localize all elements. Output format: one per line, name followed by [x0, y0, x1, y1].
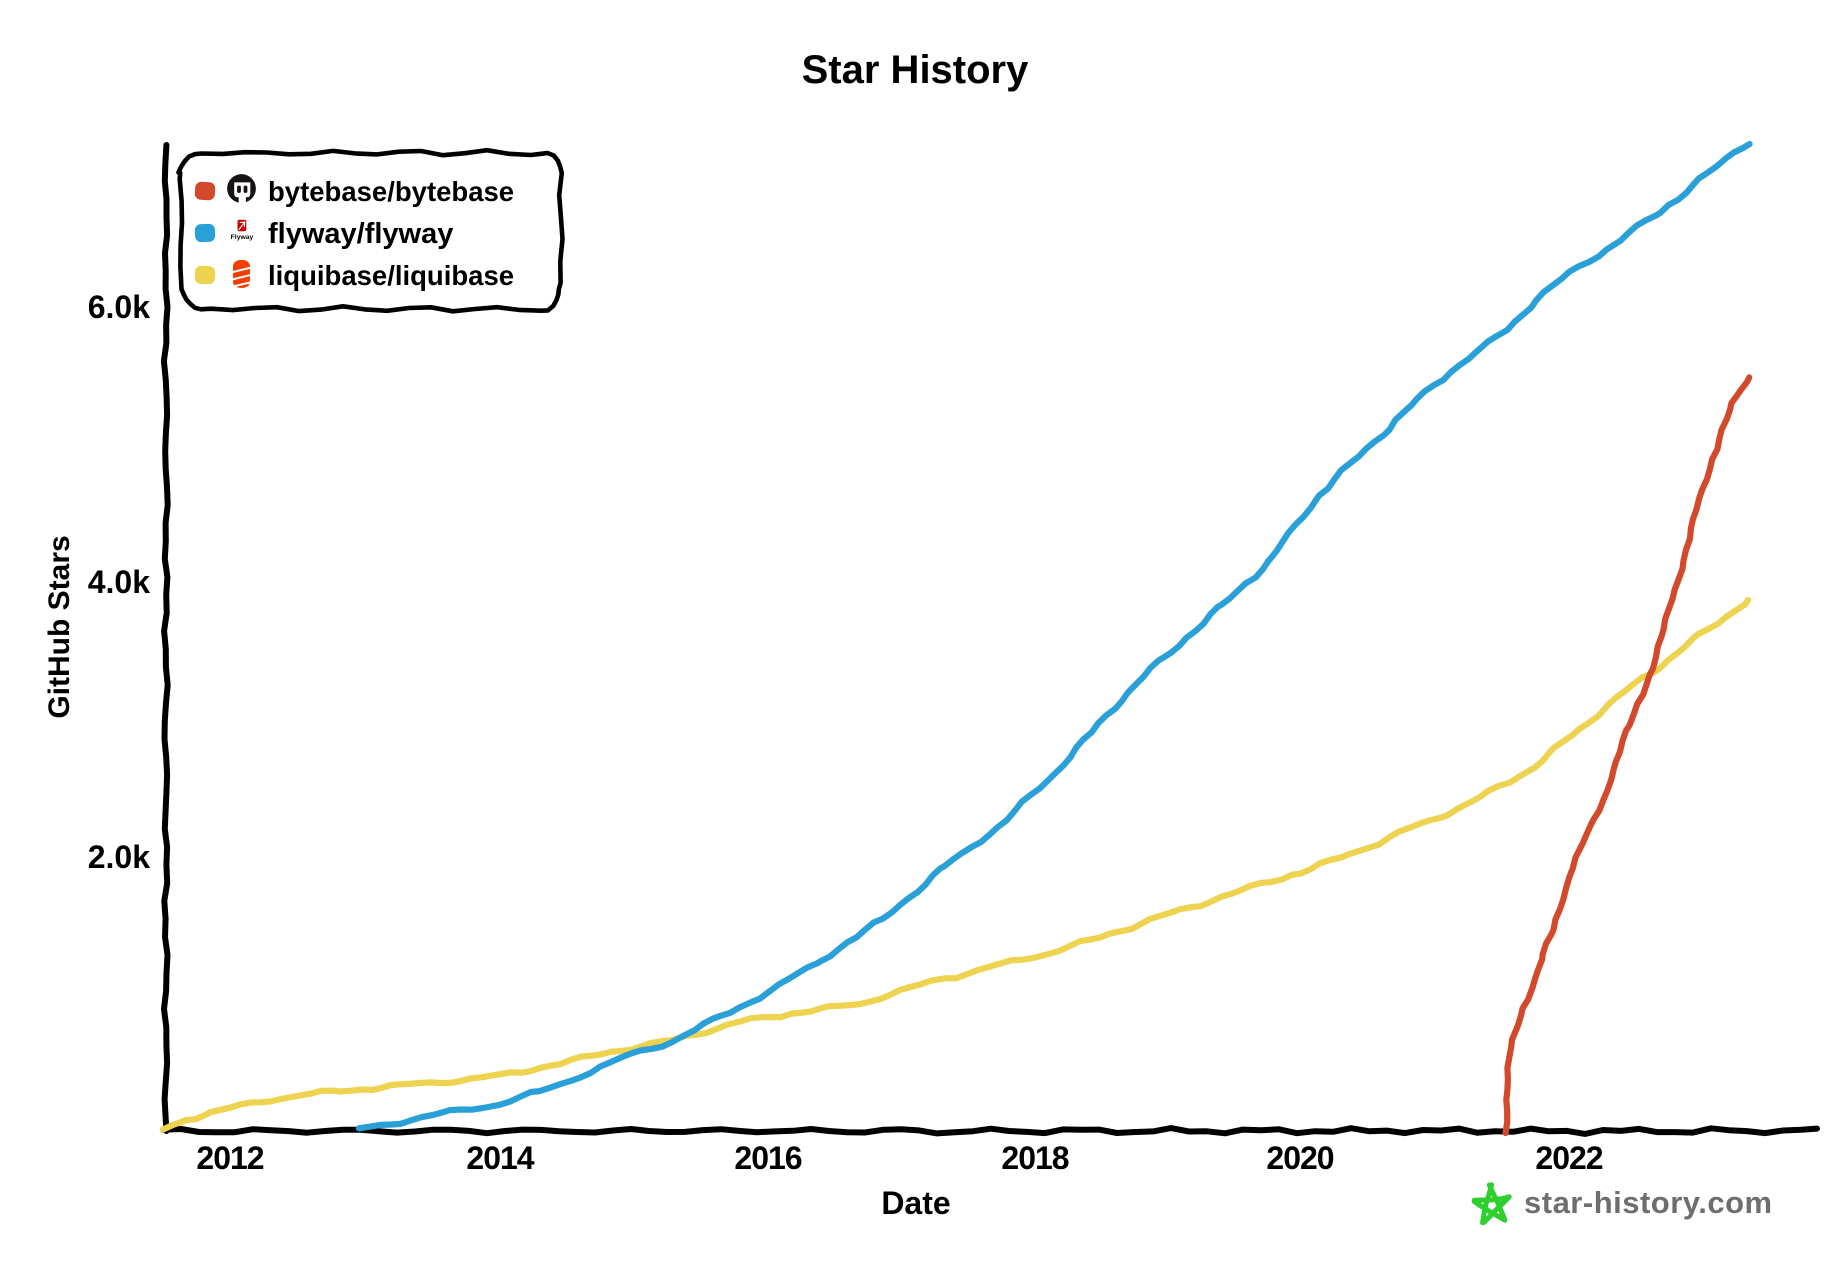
svg-text:Flyway: Flyway: [231, 234, 254, 241]
svg-text:flyway/flyway: flyway/flyway: [268, 218, 453, 250]
svg-text:star-history.com: star-history.com: [1524, 1185, 1773, 1220]
svg-text:Star History: Star History: [802, 48, 1029, 92]
svg-text:2012: 2012: [196, 1140, 263, 1176]
svg-text:4.0k: 4.0k: [88, 564, 150, 600]
svg-text:bytebase/bytebase: bytebase/bytebase: [268, 176, 514, 207]
svg-text:2018: 2018: [1001, 1140, 1068, 1176]
svg-text:6.0k: 6.0k: [88, 289, 150, 325]
svg-text:liquibase/liquibase: liquibase/liquibase: [268, 260, 514, 291]
svg-text:2014: 2014: [466, 1140, 534, 1176]
svg-text:2020: 2020: [1266, 1140, 1333, 1176]
svg-text:Date: Date: [881, 1185, 950, 1221]
svg-text:2016: 2016: [734, 1140, 801, 1176]
svg-text:2.0k: 2.0k: [88, 839, 150, 875]
svg-text:2022: 2022: [1535, 1140, 1602, 1176]
svg-text:GitHub Stars: GitHub Stars: [43, 535, 76, 718]
